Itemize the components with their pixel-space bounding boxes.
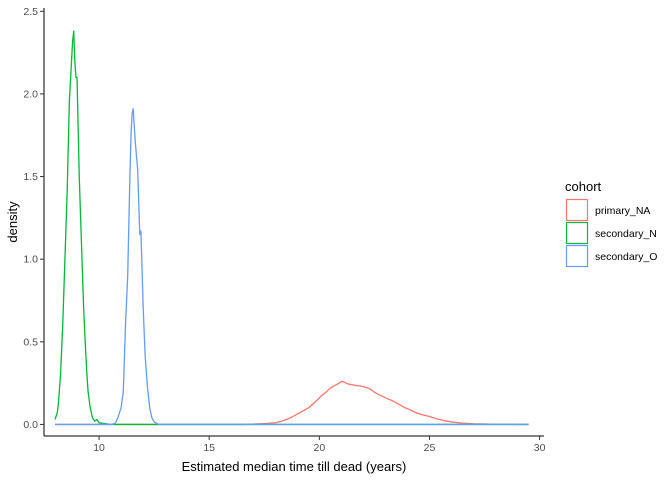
series-line-primary_NA — [55, 380, 529, 426]
legend-key-secondary_O — [565, 244, 589, 268]
legend-title: cohort — [565, 179, 602, 194]
y-tick-label: 1.0 — [23, 254, 38, 266]
y-axis-title: density — [5, 201, 20, 243]
y-tick-label: 2.5 — [23, 6, 38, 18]
x-tick-label: 15 — [203, 442, 215, 454]
legend-label-secondary_O: secondary_O — [595, 251, 657, 263]
series-line-secondary_O — [55, 108, 529, 426]
series-layer — [54, 30, 529, 426]
x-tick-label: 10 — [93, 442, 105, 454]
y-tick-label: 0.0 — [23, 419, 38, 431]
y-tick-label: 2.0 — [23, 88, 38, 100]
x-tick-label: 20 — [313, 442, 325, 454]
legend-key-primary_NA — [565, 198, 589, 222]
y-tick-label: 0.5 — [23, 336, 38, 348]
legend: cohort primary_NA secondary_N secondary_O — [565, 179, 657, 268]
ticks-layer: 10 15 20 25 30 0.0 0.5 1.0 1.5 2.0 2.5 — [23, 6, 545, 454]
x-tick-label: 25 — [424, 442, 436, 454]
x-axis-title: Estimated median time till dead (years) — [182, 459, 407, 474]
legend-key-secondary_N — [565, 221, 589, 245]
x-tick-label: 30 — [534, 442, 546, 454]
legend-label-secondary_N: secondary_N — [595, 228, 657, 240]
y-tick-label: 1.5 — [23, 171, 38, 183]
legend-label-primary_NA: primary_NA — [595, 205, 650, 217]
series-line-secondary_N — [54, 30, 529, 426]
